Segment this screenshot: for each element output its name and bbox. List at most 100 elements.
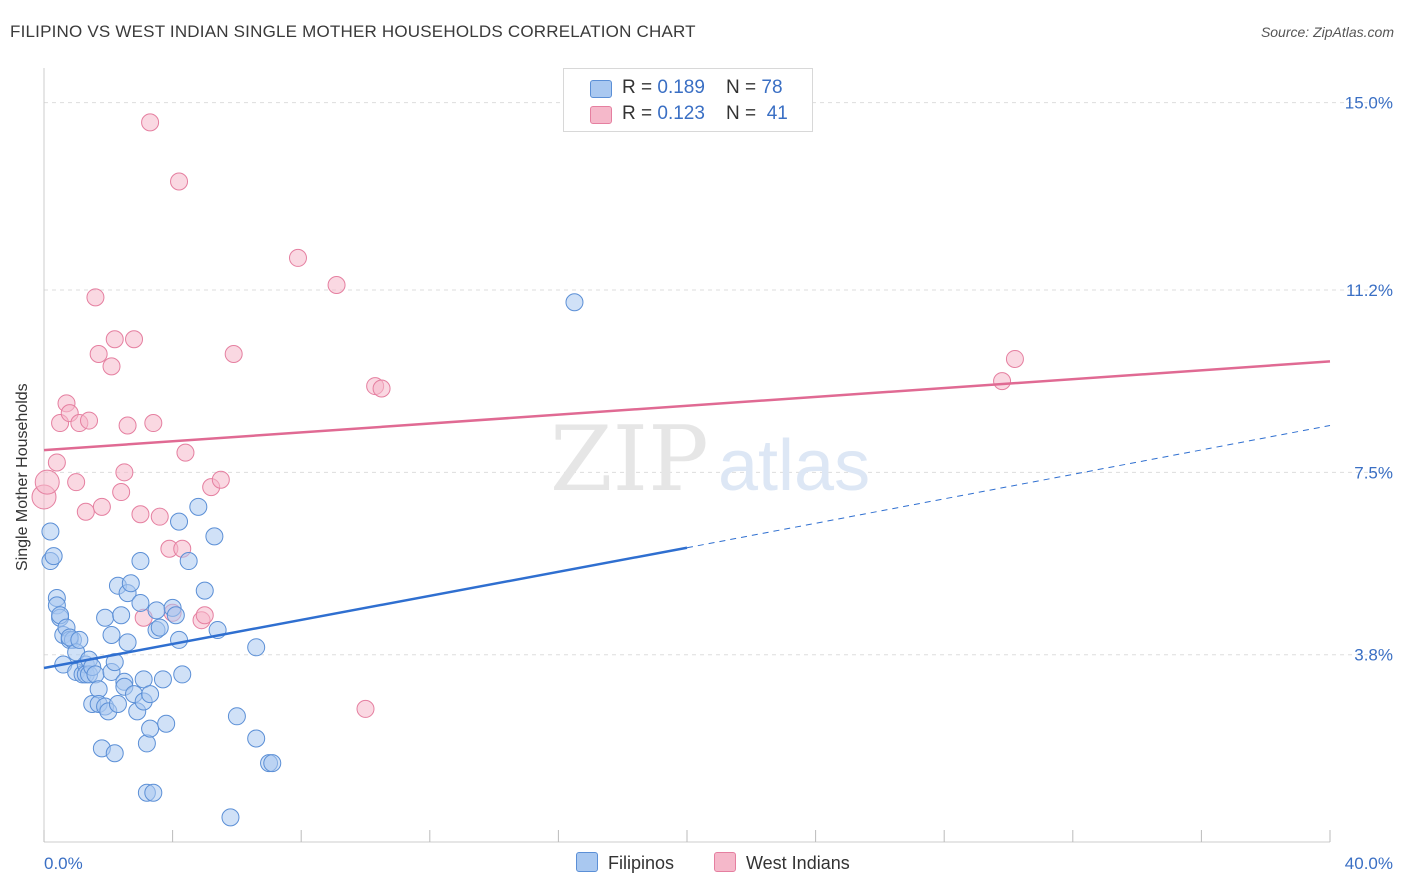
x-tick-label: 40.0% <box>1345 854 1393 873</box>
filipinos-point <box>147 601 166 620</box>
filipinos-point <box>141 685 160 704</box>
west-indians-point <box>89 345 108 364</box>
y-tick-label: 3.8% <box>1354 646 1393 665</box>
x-tick-label: 0.0% <box>44 854 83 873</box>
west-indians-point <box>372 379 391 398</box>
filipinos-point <box>150 618 169 637</box>
filipinos-points <box>41 293 584 827</box>
legend-r-label: R = <box>622 77 658 98</box>
west-indians-point <box>327 276 346 295</box>
west-indians-point <box>76 502 95 521</box>
series-legend: Filipinos West Indians <box>0 852 1406 876</box>
y-tick-label: 11.2% <box>1346 281 1393 300</box>
filipinos-point <box>247 729 266 748</box>
west-indians-trend-line <box>43 360 1331 452</box>
y-tick-label: 15.0% <box>1345 94 1393 113</box>
legend-label-west-indians: West Indians <box>746 853 850 873</box>
west-indians-point <box>993 372 1012 391</box>
west-indians-point <box>195 606 214 625</box>
legend-n-value-filipinos: 78 <box>761 77 783 98</box>
west-indians-point <box>102 357 121 376</box>
filipinos-point <box>153 670 172 689</box>
west-indians-point <box>288 248 307 267</box>
filipinos-point <box>205 527 224 546</box>
legend-n-label: N = <box>726 103 762 124</box>
trend-lines <box>43 360 1331 670</box>
filipinos-point <box>121 574 140 593</box>
filipinos-point <box>131 593 150 612</box>
filipinos-point <box>86 665 105 684</box>
west-indians-legend-swatch <box>714 852 736 872</box>
filipinos-point <box>108 694 127 713</box>
legend-n-label: N = <box>726 77 762 98</box>
filipinos-legend-swatch <box>576 852 598 872</box>
filipinos-point <box>70 630 89 649</box>
west-indians-point <box>131 505 150 524</box>
watermark-zip: ZIP <box>550 407 709 512</box>
chart-title: FILIPINO VS WEST INDIAN SINGLE MOTHER HO… <box>10 22 696 41</box>
legend-n-value-west-indians: 41 <box>766 103 788 124</box>
filipinos-point <box>227 707 246 726</box>
tick-labels: 3.8% 7.5% 11.2% 15.0% 0.0% 40.0% <box>44 94 1393 873</box>
west-indians-point <box>86 288 105 307</box>
west-indians-point <box>150 507 169 526</box>
filipinos-point <box>44 547 63 566</box>
axes <box>43 68 1331 843</box>
legend-r-value-filipinos: 0.189 <box>657 77 705 98</box>
legend-r-value-west-indians: 0.123 <box>657 103 705 124</box>
filipinos-point <box>170 630 189 649</box>
filipinos-point <box>166 606 185 625</box>
filipinos-point <box>96 608 115 627</box>
west-indians-point <box>170 172 189 191</box>
filipinos-point <box>118 633 137 652</box>
west-indians-point <box>141 113 160 132</box>
filipinos-point <box>189 497 208 516</box>
filipinos-point <box>179 552 198 571</box>
filipinos-point <box>221 808 240 827</box>
filipinos-point <box>141 719 160 738</box>
filipinos-trend-line <box>43 546 688 670</box>
filipinos-point <box>137 734 156 753</box>
west-indians-point <box>34 469 60 495</box>
filipinos-point <box>112 606 131 625</box>
west-indians-point <box>118 416 137 435</box>
west-indians-swatch <box>590 106 612 124</box>
grid-lines <box>44 102 1395 656</box>
filipinos-point <box>170 512 189 531</box>
legend-item-west-indians[interactable]: West Indians <box>714 852 850 874</box>
filipinos-point <box>247 638 266 657</box>
west-indians-point <box>356 699 375 718</box>
west-indians-point <box>1005 349 1024 368</box>
filipinos-point <box>195 581 214 600</box>
filipinos-point <box>41 522 60 541</box>
west-indians-point <box>176 443 195 462</box>
watermark-atlas: atlas <box>718 426 870 506</box>
legend-item-filipinos[interactable]: Filipinos <box>576 852 674 874</box>
west-indians-point <box>105 330 124 349</box>
west-indians-point <box>125 330 144 349</box>
source-label: Source: ZipAtlas.com <box>1260 24 1394 40</box>
west-indians-point <box>112 483 131 502</box>
filipinos-swatch <box>590 80 612 98</box>
filipinos-point <box>102 625 121 644</box>
filipinos-point <box>105 744 124 763</box>
west-indians-point <box>80 411 99 430</box>
west-indians-point <box>67 473 86 492</box>
correlation-legend: R = 0.189 N = 78 R = 0.123 N = 41 <box>563 68 813 132</box>
legend-label-filipinos: Filipinos <box>608 853 675 873</box>
watermark: ZIP atlas <box>550 407 870 512</box>
filipinos-point <box>173 665 192 684</box>
filipinos-point <box>144 783 163 802</box>
y-tick-label: 7.5% <box>1354 463 1393 482</box>
west-indians-point <box>115 463 134 482</box>
filipinos-point <box>565 293 584 312</box>
west-indians-point <box>92 497 111 516</box>
west-indians-point <box>144 414 163 433</box>
west-indians-point <box>47 453 66 472</box>
filipinos-point <box>263 754 282 773</box>
filipinos-point <box>157 714 176 733</box>
filipinos-point <box>131 552 150 571</box>
west-indians-point <box>224 345 243 364</box>
west-indians-point <box>211 470 230 489</box>
